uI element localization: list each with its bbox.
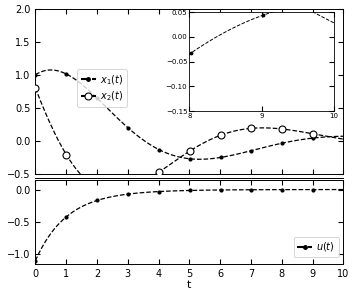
- X-axis label: t: t: [187, 280, 192, 290]
- Legend: $u(t)$: $u(t)$: [293, 237, 338, 257]
- Legend: $x_1(t)$, $x_2(t)$: $x_1(t)$, $x_2(t)$: [77, 69, 127, 107]
